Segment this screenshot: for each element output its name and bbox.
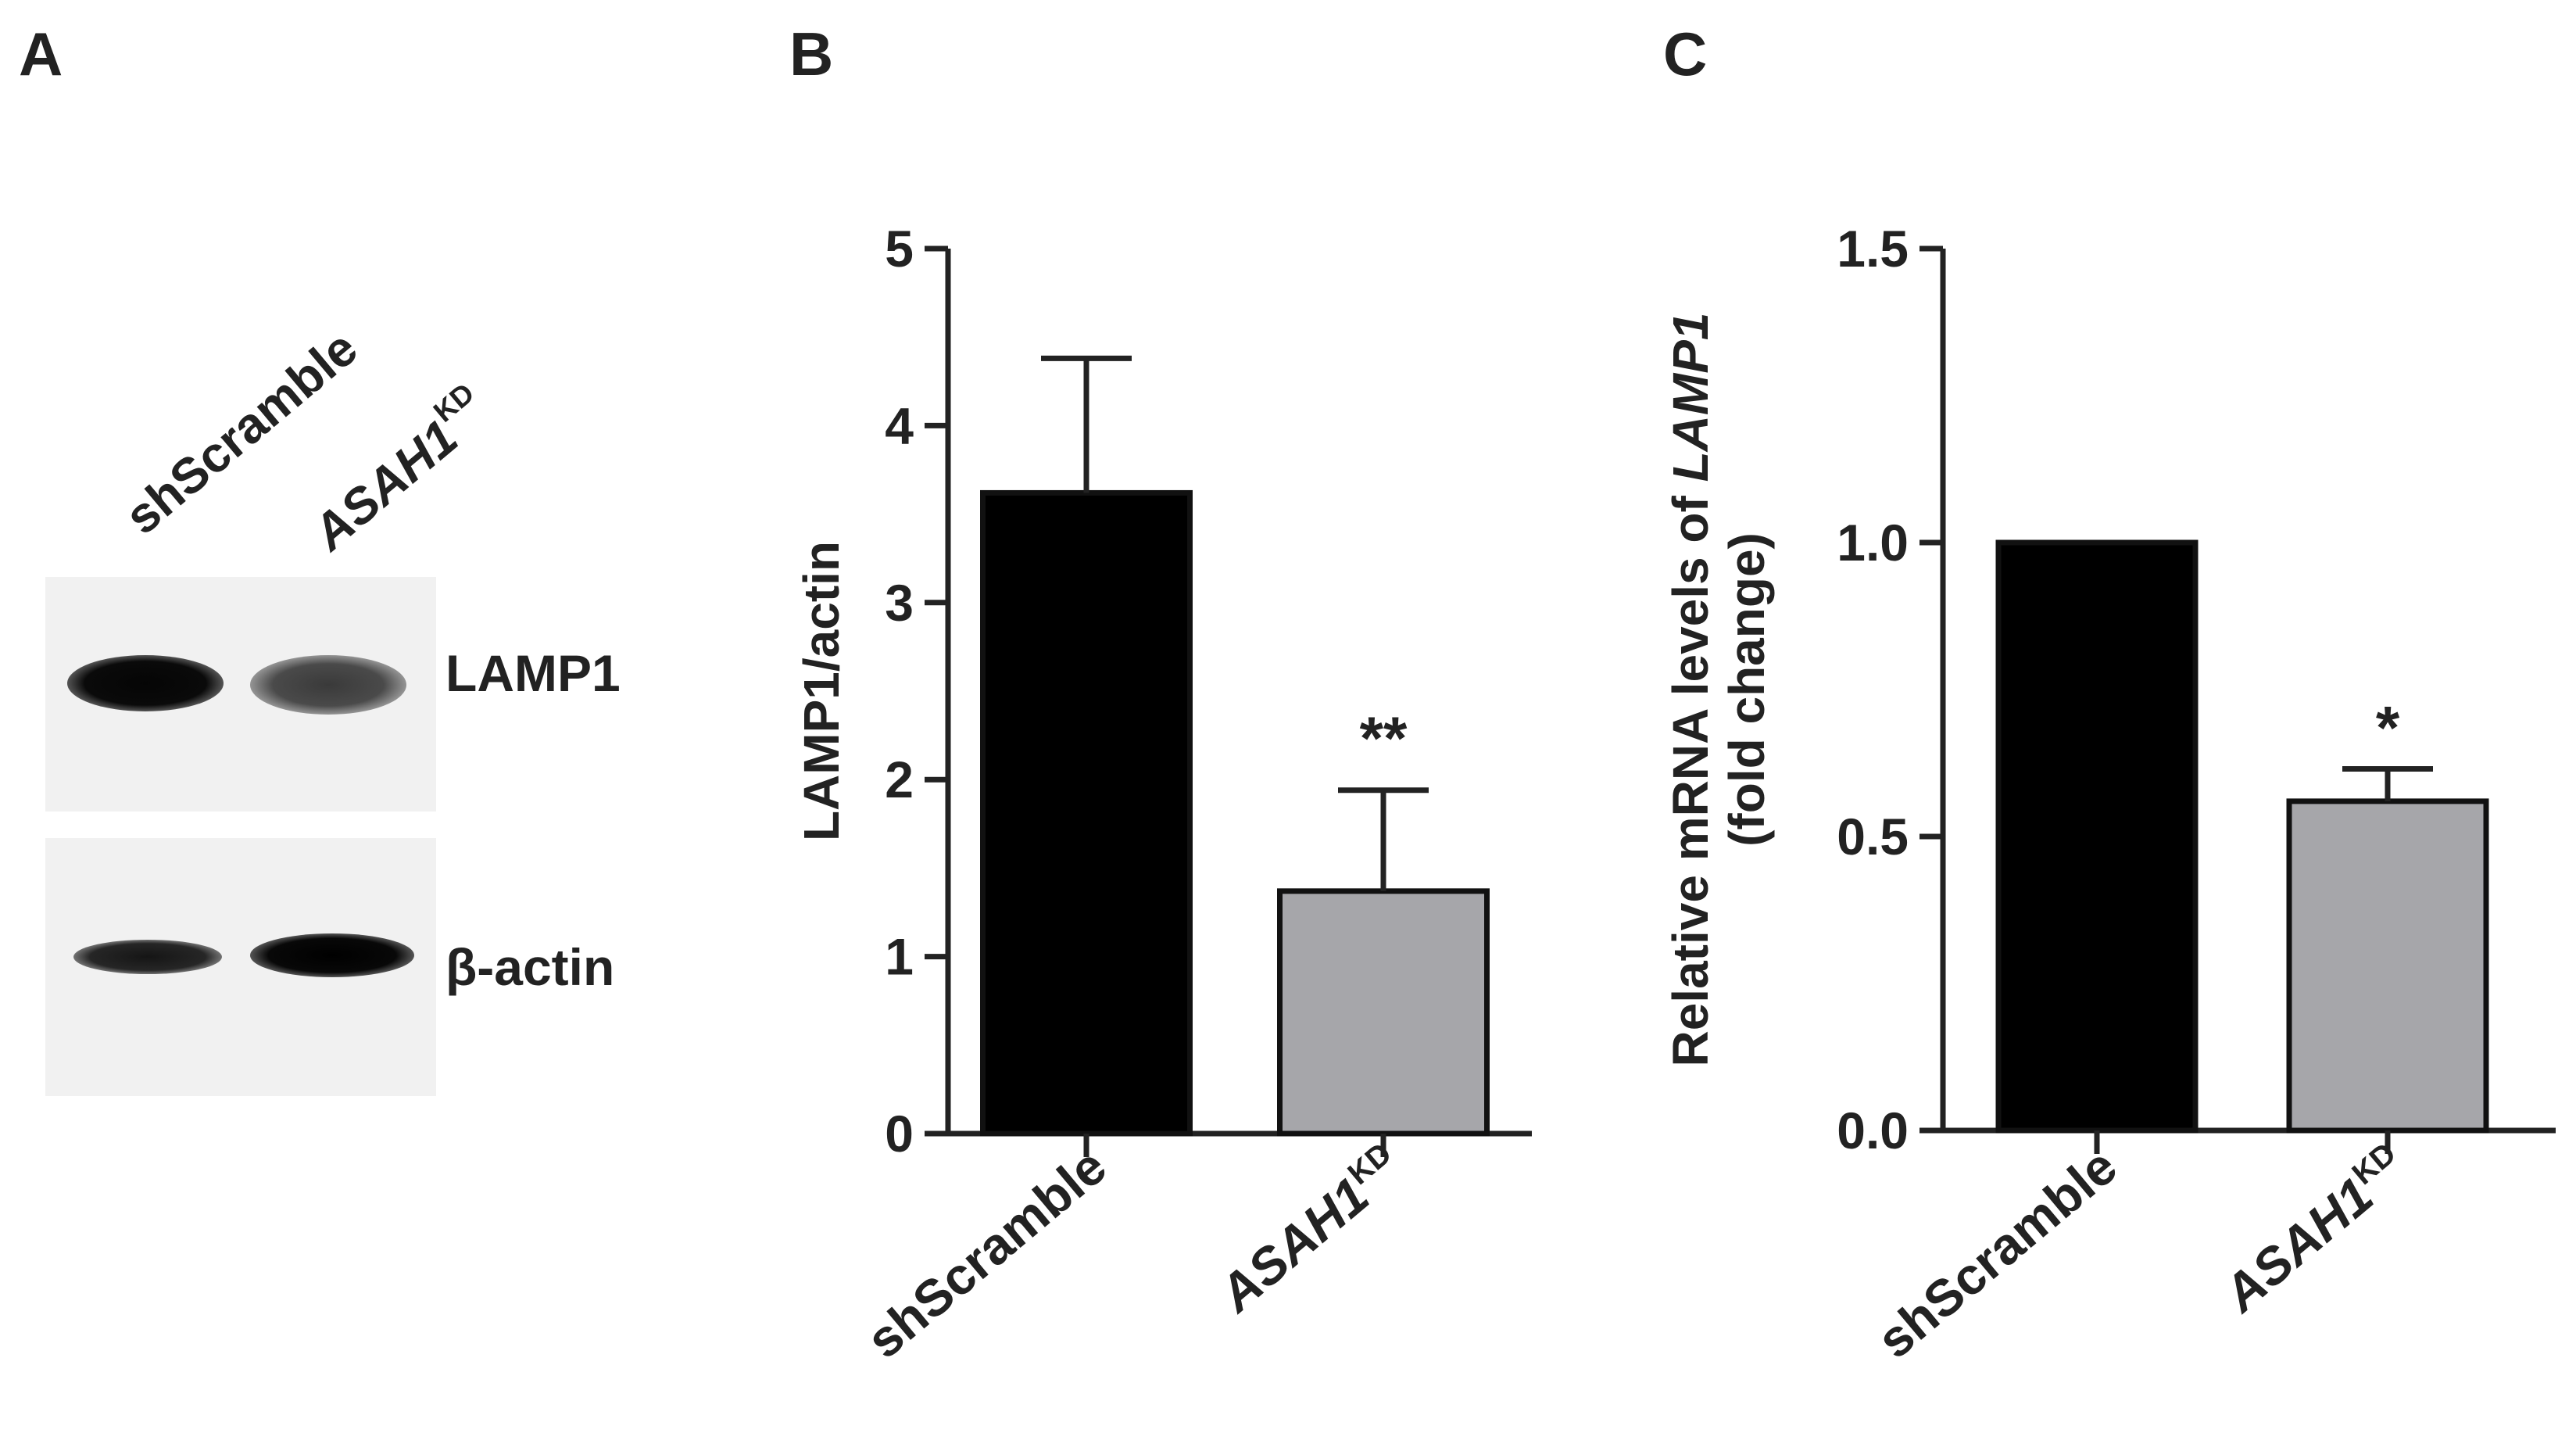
panel-label-a: A [19,20,63,88]
significance-marker: * [2376,693,2400,762]
y-tick-label: 5 [885,220,914,278]
y-axis-title-text: Relative mRNA levels of [1662,482,1719,1066]
y-tick-label: 1.0 [1837,514,1909,571]
x-category-label: ASAH1KD [2211,1136,2418,1324]
y-axis-title: LAMP1/actin [793,541,850,841]
y-tick-label: 0 [885,1105,914,1163]
blot-image-actin [45,838,436,1096]
y-axis-title: Relative mRNA levels of LAMP1 [1662,312,1719,1066]
significance-marker: ** [1360,704,1408,772]
x-category-text: shScramble [1866,1137,2127,1369]
y-tick-label: 2 [885,751,914,808]
y-tick-label: 1 [885,928,914,986]
y-tick-label: 4 [885,396,914,454]
blot-band [67,655,224,711]
blot-band [73,940,222,974]
y-axis-title-line2: (fold change) [1719,532,1775,847]
y-axis-title-gene: LAMP1 [1662,312,1719,482]
x-category-text: ASAH1 [2211,1166,2383,1324]
protein-label-lamp1: LAMP1 [445,644,621,702]
panel-label-c: C [1663,20,1708,88]
protein-label-actin: β-actin [445,938,615,996]
bar [980,489,1193,1137]
bar [1277,888,1490,1137]
blot-band [250,655,406,715]
blot-image-lamp1 [45,577,436,811]
bar [1995,539,2199,1134]
y-tick-label: 0.5 [1837,808,1909,865]
blot-band [250,933,414,977]
y-tick-label: 1.5 [1837,220,1909,278]
y-tick-label: 3 [885,574,914,632]
bar [2286,798,2489,1134]
panel-label-b: B [789,20,834,88]
x-category-label: shScramble [1866,1137,2127,1369]
y-tick-label: 0.0 [1837,1102,1909,1159]
